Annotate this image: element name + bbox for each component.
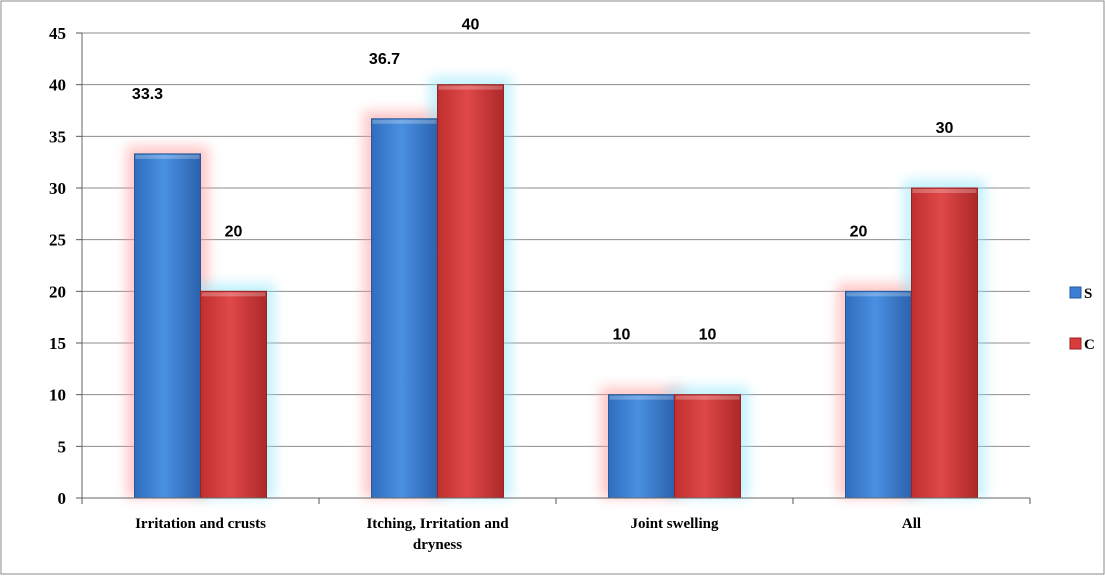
x-category-label: dryness — [413, 537, 462, 553]
y-tick-label: 35 — [49, 127, 66, 146]
y-tick-label: 20 — [49, 282, 66, 301]
bar-s-1 — [134, 153, 201, 499]
bar-bevel — [438, 85, 503, 90]
bar-c-2 — [437, 84, 504, 499]
bar-bevel — [675, 395, 740, 400]
y-tick-label: 30 — [49, 179, 66, 198]
data-label-s: 36.7 — [369, 51, 400, 68]
bar-bevel — [201, 292, 266, 297]
bar-s-4 — [845, 290, 912, 499]
labels: 33.3 20 Irritation and crusts 36.7 40 Itching… — [132, 17, 954, 553]
data-label-c: 10 — [699, 327, 717, 344]
y-tick-label: 15 — [49, 334, 66, 353]
bar-c-3 — [674, 394, 741, 499]
data-label-c: 30 — [936, 120, 954, 137]
data-label-s: 20 — [850, 223, 868, 240]
data-label-s: 33.3 — [132, 86, 163, 103]
legend-swatch-s — [1069, 286, 1082, 299]
x-category-label: Joint swelling — [631, 516, 719, 532]
bars — [126, 76, 986, 499]
bar-bevel — [846, 292, 911, 297]
x-category-label: All — [902, 516, 921, 532]
bar-c-4 — [911, 187, 978, 499]
y-tick-label: 10 — [49, 386, 66, 405]
y-tick-label: 45 — [49, 24, 66, 43]
y-tick-label: 40 — [49, 76, 66, 95]
bar-s-3 — [608, 394, 675, 499]
bar-c-1 — [200, 290, 267, 499]
bar-bevel — [912, 189, 977, 193]
legend-label-c: C — [1084, 337, 1095, 353]
legend: SC — [1069, 286, 1095, 353]
axes: 0 5 10 15 20 25 30 35 40 45 — [49, 24, 1031, 508]
y-tick-label: 25 — [49, 231, 66, 250]
bar-bevel — [372, 119, 437, 124]
y-tick-label: 5 — [58, 437, 67, 456]
data-label-c: 20 — [225, 223, 243, 240]
legend-label-s: S — [1084, 286, 1092, 302]
y-tick-label: 0 — [58, 489, 67, 508]
bar-bevel — [135, 154, 200, 159]
bar-s-2 — [371, 118, 438, 499]
data-label-c: 40 — [462, 17, 480, 34]
data-label-s: 10 — [613, 327, 631, 344]
x-category-label: Itching, Irritation and — [366, 516, 509, 532]
x-category-label: Irritation and crusts — [135, 516, 266, 532]
bar-bevel — [609, 395, 674, 400]
legend-swatch-c — [1069, 337, 1082, 350]
